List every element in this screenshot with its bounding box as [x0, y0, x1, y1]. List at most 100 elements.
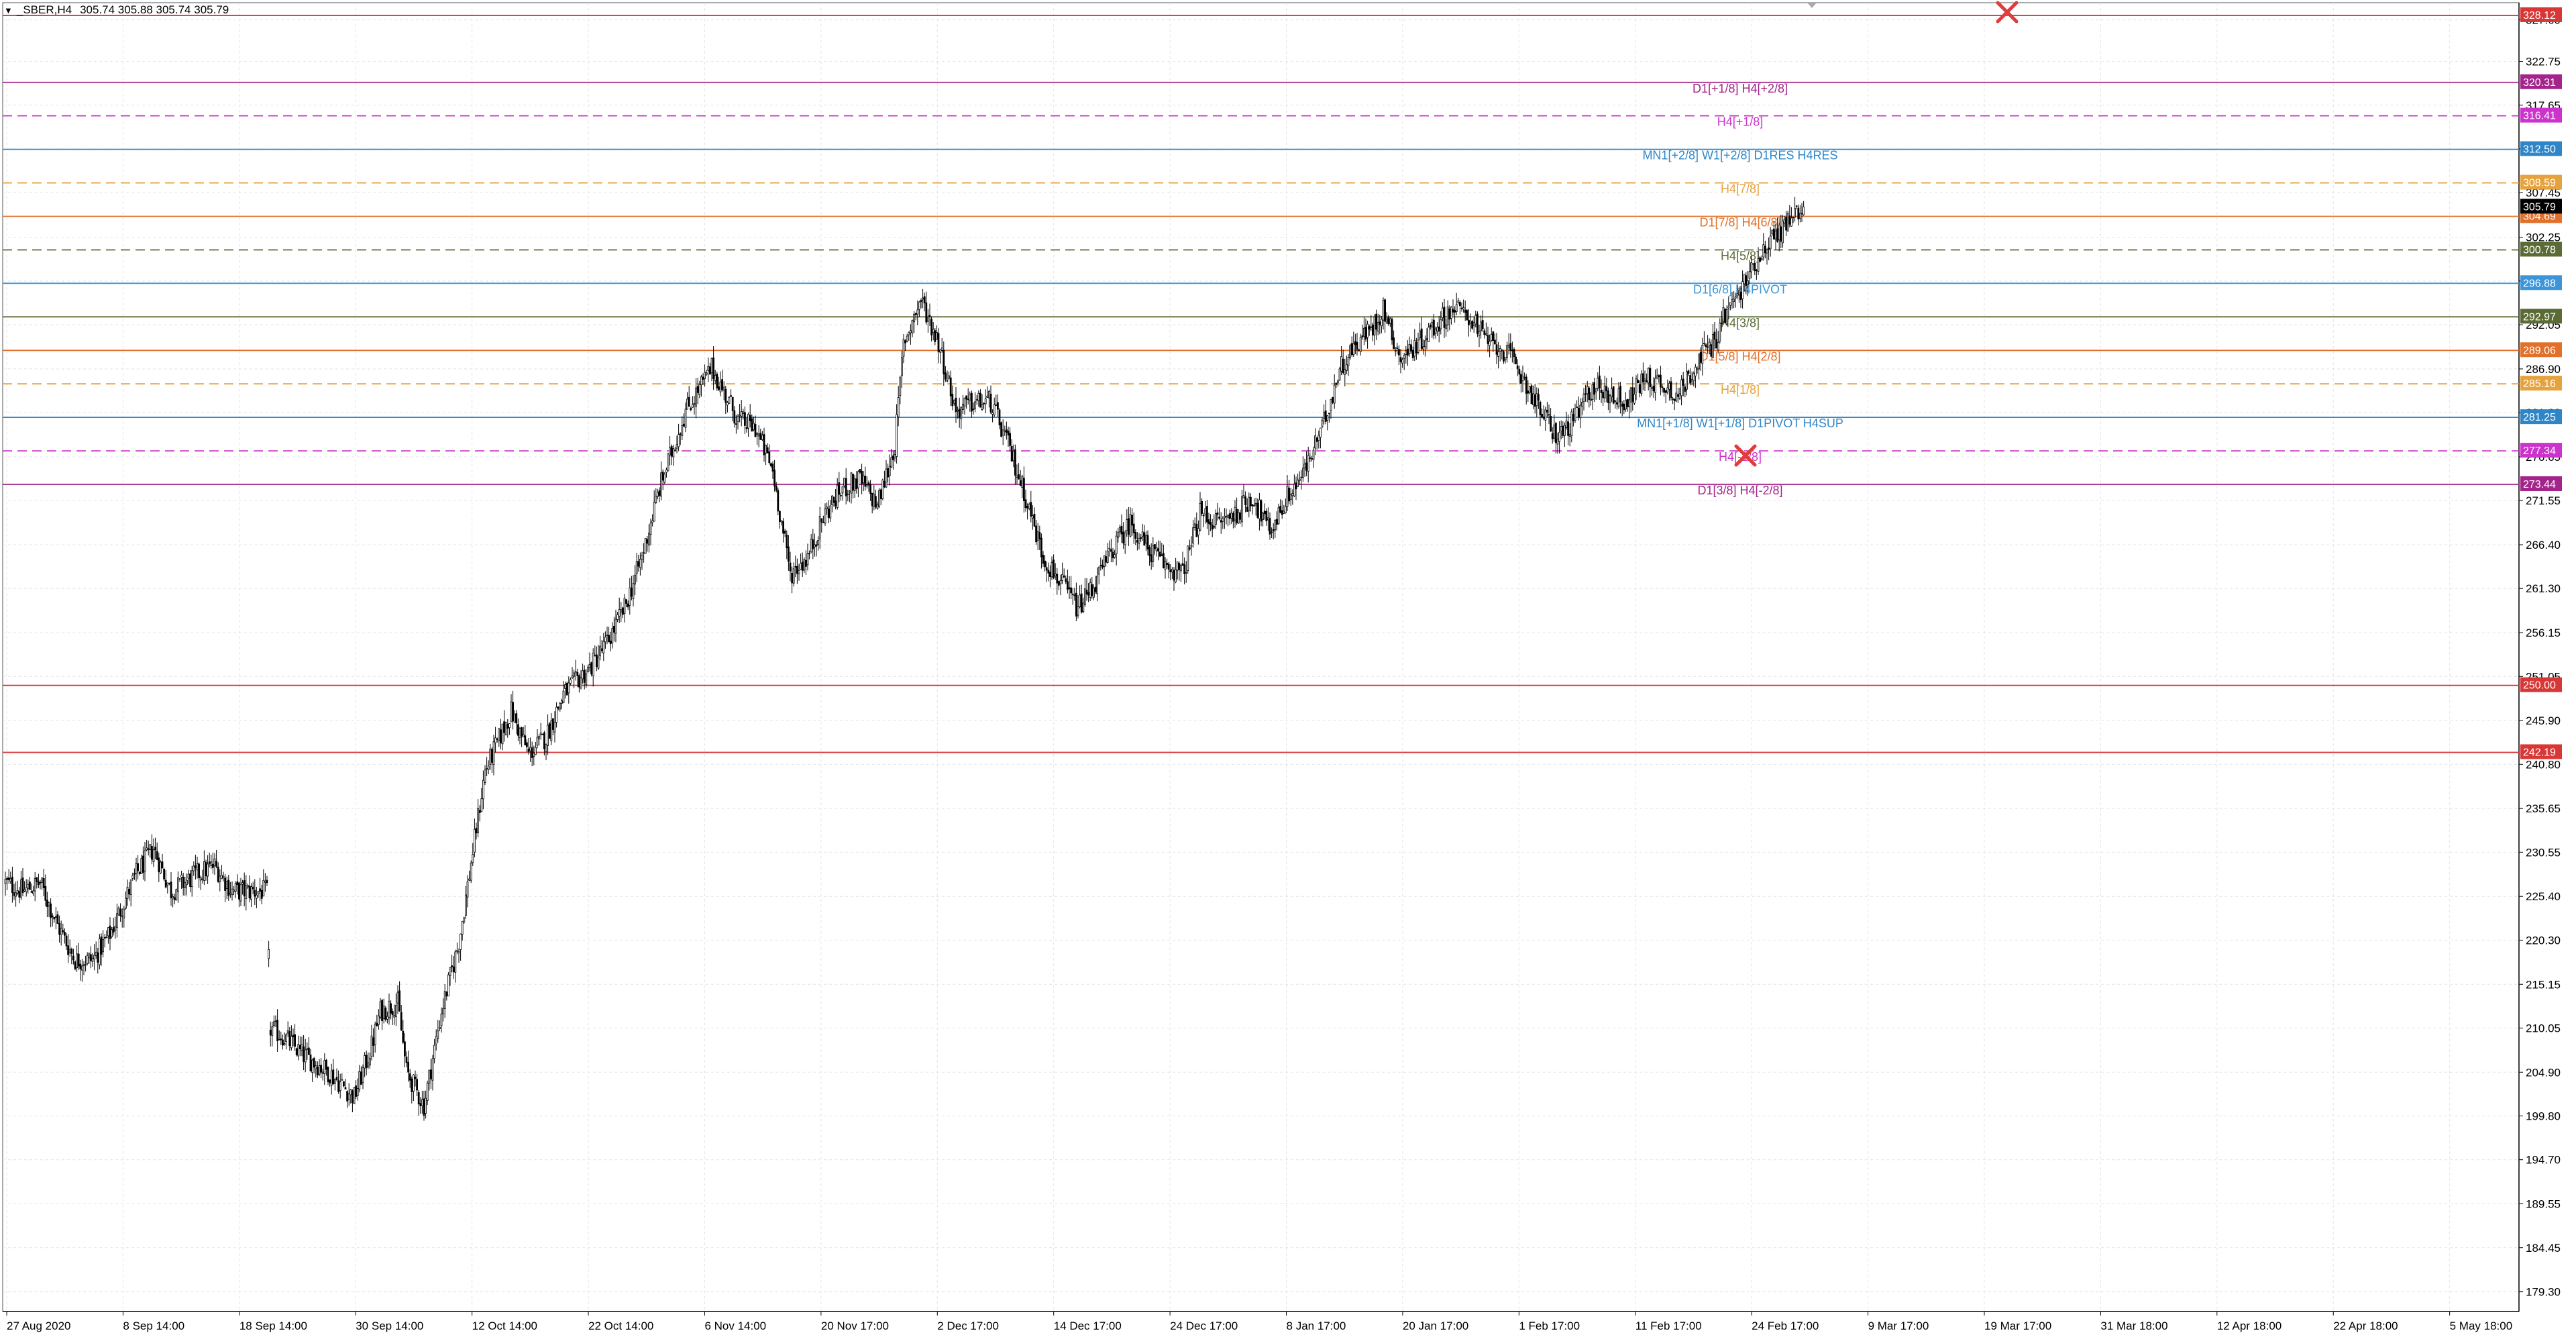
candle-body: [562, 690, 565, 703]
candle-body: [378, 1016, 380, 1025]
candle-body: [1682, 378, 1684, 386]
candle-body: [1187, 545, 1189, 571]
level-price-label: 281.25: [2523, 412, 2556, 423]
candle-body: [123, 908, 125, 919]
candle-body: [983, 403, 985, 405]
candle-body: [1183, 564, 1185, 574]
candle-body: [1458, 302, 1461, 307]
candle-body: [1265, 511, 1268, 522]
candle-body: [1372, 324, 1374, 336]
candle-body: [1267, 517, 1269, 521]
candle-body: [468, 878, 470, 881]
candle-body: [1532, 393, 1535, 406]
level-price-label: 292.97: [2523, 311, 2556, 323]
y-tick-label: 261.30: [2526, 582, 2561, 595]
chart-shift-marker-icon[interactable]: [1807, 3, 1817, 8]
candle-body: [707, 366, 710, 371]
level-price-tag: [2520, 242, 2562, 257]
candle-body: [1216, 512, 1219, 515]
candle-body: [1642, 373, 1644, 383]
candle-body: [271, 1026, 274, 1036]
candle-body: [477, 808, 479, 834]
candle-body: [526, 742, 528, 747]
candle-body: [286, 1030, 289, 1034]
candle-body: [1124, 533, 1126, 545]
candle-body: [1539, 401, 1542, 416]
candle-body: [1441, 307, 1444, 319]
candle-body: [1004, 430, 1006, 433]
candle-body: [430, 1069, 432, 1079]
candle-body: [79, 963, 82, 969]
candle-body: [1248, 496, 1250, 511]
candle-body: [796, 566, 798, 574]
candle-body: [597, 656, 600, 669]
top-x-marker[interactable]: [1996, 1, 2019, 23]
candle-body: [1534, 394, 1536, 407]
candle-body: [311, 1059, 314, 1073]
candle-body: [1567, 421, 1570, 436]
candle-body: [663, 474, 666, 483]
candle-body: [1208, 519, 1210, 524]
candle-body: [1030, 502, 1032, 517]
candle-body: [1560, 426, 1562, 432]
candle-body: [759, 433, 762, 440]
candle-body: [13, 892, 15, 896]
candle-body: [1519, 374, 1522, 384]
candle-body: [1678, 393, 1681, 399]
candle-body: [352, 1090, 354, 1104]
candle-body: [1684, 386, 1686, 392]
candle-body: [27, 883, 30, 890]
candle-body: [1077, 606, 1079, 616]
candle-body: [582, 670, 584, 680]
candle-body: [1053, 559, 1055, 578]
candle-body: [58, 923, 60, 935]
candle-body: [681, 425, 684, 437]
candle-body: [1487, 335, 1489, 344]
candle-body: [757, 433, 760, 437]
candle-body: [347, 1093, 350, 1100]
current-price-tag: [2520, 199, 2562, 214]
candle-body: [76, 953, 78, 969]
level-label: D1[3/8] H4[-2/8]: [1697, 484, 1782, 497]
candle-body: [126, 887, 129, 899]
candle-body: [440, 1014, 443, 1026]
candle-body: [1202, 515, 1205, 517]
candle-body: [1795, 205, 1798, 207]
candle-body: [845, 478, 847, 496]
bottom-x-marker[interactable]: [1734, 444, 1757, 467]
candle-body: [386, 1016, 388, 1020]
candle-body: [484, 769, 486, 783]
candle-body: [1785, 217, 1788, 231]
candle-body: [77, 953, 80, 967]
candle-body: [367, 1062, 370, 1067]
candle-body: [339, 1081, 341, 1091]
candle-body: [1321, 419, 1324, 427]
candle-body: [1727, 306, 1730, 309]
candle-body: [576, 672, 579, 676]
candle-body: [1283, 511, 1285, 514]
candle-body: [881, 480, 884, 499]
candle-body: [1705, 344, 1707, 347]
x-tick-label: 30 Sep 14:00: [356, 1320, 423, 1332]
candle-body: [222, 875, 225, 878]
candle-body: [1399, 357, 1402, 362]
candle-body: [1790, 217, 1792, 227]
candle-body: [329, 1079, 331, 1083]
symbol-dropdown-icon[interactable]: ▼: [4, 5, 13, 15]
candle-body: [231, 888, 233, 895]
candle-body: [923, 296, 926, 304]
candle-body: [489, 748, 492, 765]
candle-body: [435, 1036, 437, 1045]
candle-body: [1637, 380, 1640, 383]
candle-body: [325, 1059, 327, 1070]
candle-body: [1492, 331, 1495, 341]
candle-body: [1797, 207, 1800, 220]
candle-body: [887, 468, 889, 478]
candle-body: [993, 404, 996, 416]
candle-body: [1314, 435, 1316, 449]
candle-body: [1506, 345, 1509, 358]
candle-body: [1778, 225, 1780, 241]
candle-body: [1068, 587, 1071, 590]
